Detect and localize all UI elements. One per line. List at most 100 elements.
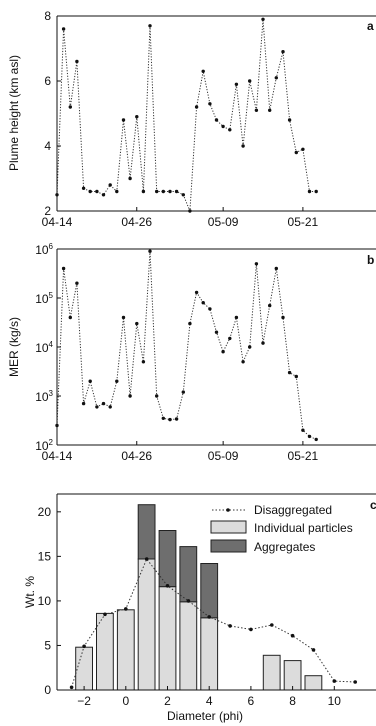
panel-a: 2 4 6 8 04-14 04-26 05-09 05-21 a Plume height … (7, 9, 376, 229)
data-point (115, 189, 119, 194)
ytick-label: 8 (44, 9, 51, 23)
xtick-label: −2 (77, 694, 91, 708)
xtick-label: 10 (328, 694, 342, 708)
disaggregated-point (144, 557, 149, 561)
data-point (314, 437, 318, 442)
bar-individual (304, 675, 323, 691)
disaggregated-point (311, 648, 316, 652)
panel-b: 102 103 104 105 106 04-14 04-26 05-09 05-21 b ME… (7, 242, 376, 463)
data-point (121, 118, 126, 122)
data-point (274, 266, 278, 271)
data-point (148, 24, 152, 28)
xtick-label: 2 (164, 694, 171, 708)
data-point (108, 183, 112, 187)
data-point (95, 189, 99, 194)
data-point (314, 189, 318, 194)
disaggregated-point (82, 644, 86, 649)
data-point (287, 118, 292, 122)
ytick-label: 20 (38, 505, 52, 519)
disaggregated-point (353, 680, 358, 684)
xtick-label: 04-14 (42, 215, 73, 229)
bar-individual (137, 558, 156, 691)
data-point (161, 189, 165, 194)
xtick-label: 04-26 (121, 449, 152, 463)
ytick-label: 15 (38, 549, 52, 563)
bar-individual (158, 586, 177, 691)
series-line (56, 19, 317, 212)
data-point (307, 434, 312, 439)
data-point (248, 79, 252, 83)
panel-c: 0 5 10 15 20 −2 0 2 4 6 8 10 c Wt. % Diameter (phi)… (23, 493, 376, 723)
data-point (135, 321, 139, 326)
panel-b-ylabel: MER (kg/s) (7, 317, 21, 377)
xtick-label: 4 (206, 694, 213, 708)
ytick-label: 105 (35, 291, 53, 306)
data-point (261, 341, 265, 345)
data-point (201, 301, 205, 305)
disaggregated-point (290, 633, 295, 638)
data-point (281, 50, 285, 54)
xtick-label: 05-21 (288, 449, 319, 463)
data-point (268, 108, 272, 113)
xtick-label: 05-21 (288, 215, 319, 229)
data-point (301, 147, 305, 151)
data-point (88, 379, 92, 383)
data-point (261, 17, 265, 21)
data-point (274, 76, 278, 80)
legend-individual-label: Individual particles (254, 521, 353, 535)
panel-c-xlabel: Diameter (phi) (167, 709, 243, 723)
xtick-label: 8 (289, 694, 296, 708)
xtick-label: 04-26 (121, 215, 152, 229)
data-point (188, 321, 192, 326)
disaggregated-point (69, 685, 74, 690)
panel-c-legend: Disaggregated Individual particles Aggre… (210, 503, 353, 554)
ytick-label: 104 (35, 340, 53, 355)
data-point (161, 416, 165, 420)
data-point (214, 330, 219, 334)
data-point (135, 115, 139, 119)
data-point (81, 401, 86, 406)
disaggregated-point (124, 607, 128, 611)
data-point (61, 266, 66, 271)
data-point (168, 189, 172, 194)
disaggregated-point (270, 623, 274, 627)
bar-individual (179, 601, 198, 691)
bar-individual (262, 654, 281, 691)
xtick-label: 0 (122, 694, 129, 708)
panel-c-ylabel: Wt. % (23, 576, 37, 608)
legend-individual-swatch (210, 520, 247, 534)
data-point (128, 394, 132, 398)
legend-disaggregated-marker (226, 508, 230, 512)
data-point (287, 370, 292, 375)
ytick-label: 2 (44, 204, 51, 218)
data-point (101, 193, 106, 197)
bar-individual (200, 617, 219, 691)
disaggregated-point (228, 624, 232, 628)
data-point (128, 176, 132, 181)
data-point (68, 105, 73, 109)
data-point (194, 105, 199, 109)
data-point (88, 189, 92, 194)
disaggregated-point (207, 615, 211, 619)
panel-a-ylabel: Plume height (km asl) (7, 55, 21, 171)
data-point (168, 417, 172, 422)
series-line (56, 251, 317, 440)
panel-b-label: b (367, 253, 374, 267)
data-point (101, 401, 106, 406)
bar-individual (96, 612, 114, 691)
disaggregated-point (186, 599, 191, 603)
data-point (241, 144, 245, 148)
data-point (181, 390, 185, 394)
disaggregated-point (332, 679, 337, 683)
xtick-label: 05-09 (208, 449, 239, 463)
data-point (181, 193, 185, 197)
data-point (174, 417, 179, 421)
legend-disaggregated-label: Disaggregated (254, 503, 332, 517)
ytick-label: 5 (44, 638, 51, 652)
data-point (68, 315, 73, 320)
xtick-label: 05-09 (208, 215, 239, 229)
data-point (155, 394, 159, 398)
bar-individual (283, 660, 302, 691)
data-point (307, 189, 312, 194)
